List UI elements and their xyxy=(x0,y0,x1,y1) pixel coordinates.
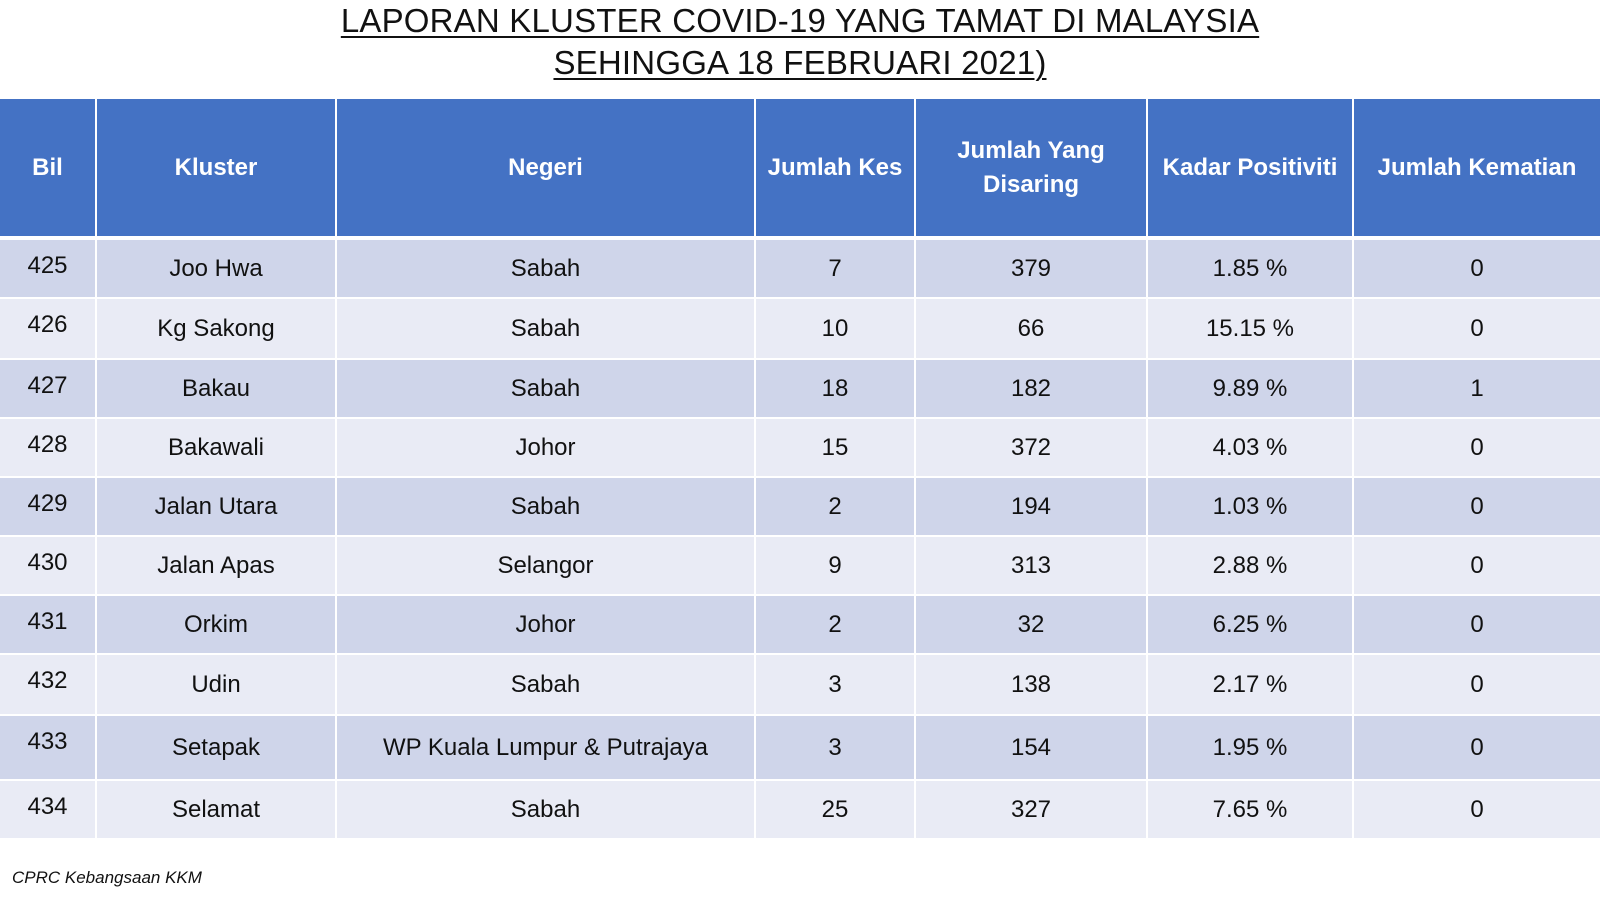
header-bil: Bil xyxy=(0,99,97,240)
cell-bil: 425 xyxy=(0,240,97,299)
cell-jumlah-kematian: 0 xyxy=(1354,537,1600,596)
cell-negeri: Sabah xyxy=(337,781,756,840)
cell-bil: 428 xyxy=(0,419,97,478)
table-row: 425 Joo Hwa Sabah 7 379 1.85 % 0 xyxy=(0,240,1600,299)
cell-bil: 433 xyxy=(0,716,97,781)
cell-kadar-positiviti: 15.15 % xyxy=(1148,299,1354,360)
cell-bil: 430 xyxy=(0,537,97,596)
report-title: LAPORAN KLUSTER COVID-19 YANG TAMAT DI M… xyxy=(0,0,1600,84)
cell-bil: 427 xyxy=(0,360,97,419)
cell-jumlah-kematian: 0 xyxy=(1354,240,1600,299)
cell-jumlah-disaring: 379 xyxy=(916,240,1148,299)
cell-negeri: Selangor xyxy=(337,537,756,596)
cell-jumlah-kematian: 1 xyxy=(1354,360,1600,419)
cell-kluster: Setapak xyxy=(97,716,337,781)
cell-kadar-positiviti: 4.03 % xyxy=(1148,419,1354,478)
cell-kluster: Joo Hwa xyxy=(97,240,337,299)
cell-jumlah-kes: 2 xyxy=(756,596,916,655)
table-body: 425 Joo Hwa Sabah 7 379 1.85 % 0 426 Kg Sakong Sa… xyxy=(0,240,1600,840)
cell-kluster: Orkim xyxy=(97,596,337,655)
table-header-row: Bil Kluster Negeri Jumlah Kes Jumlah Yan… xyxy=(0,99,1600,240)
table-row: 428 Bakawali Johor 15 372 4.03 % 0 xyxy=(0,419,1600,478)
cell-jumlah-disaring: 32 xyxy=(916,596,1148,655)
cell-jumlah-kes: 9 xyxy=(756,537,916,596)
cell-jumlah-disaring: 154 xyxy=(916,716,1148,781)
cell-jumlah-disaring: 372 xyxy=(916,419,1148,478)
title-line-1: LAPORAN KLUSTER COVID-19 YANG TAMAT DI M… xyxy=(340,2,1260,39)
title-line-2: SEHINGGA 18 FEBRUARI 2021) xyxy=(553,44,1047,81)
cell-jumlah-disaring: 66 xyxy=(916,299,1148,360)
cell-kadar-positiviti: 1.03 % xyxy=(1148,478,1354,537)
cell-kluster: Jalan Apas xyxy=(97,537,337,596)
cell-negeri: Sabah xyxy=(337,360,756,419)
cell-kadar-positiviti: 1.95 % xyxy=(1148,716,1354,781)
table-row: 426 Kg Sakong Sabah 10 66 15.15 % 0 xyxy=(0,299,1600,360)
cell-jumlah-kes: 2 xyxy=(756,478,916,537)
header-jumlah-kematian: Jumlah Kematian xyxy=(1354,99,1600,240)
cell-kadar-positiviti: 2.88 % xyxy=(1148,537,1354,596)
cell-jumlah-disaring: 182 xyxy=(916,360,1148,419)
cell-jumlah-kes: 3 xyxy=(756,716,916,781)
cell-kadar-positiviti: 6.25 % xyxy=(1148,596,1354,655)
header-kadar-positiviti: Kadar Positiviti xyxy=(1148,99,1354,240)
source-footer: CPRC Kebangsaan KKM xyxy=(12,868,202,887)
cell-kluster: Udin xyxy=(97,655,337,716)
table-row: 430 Jalan Apas Selangor 9 313 2.88 % 0 xyxy=(0,537,1600,596)
cell-negeri: WP Kuala Lumpur & Putrajaya xyxy=(337,716,756,781)
cluster-table: Bil Kluster Negeri Jumlah Kes Jumlah Yan… xyxy=(0,99,1600,840)
cell-jumlah-kes: 7 xyxy=(756,240,916,299)
cell-jumlah-kes: 10 xyxy=(756,299,916,360)
cell-kluster: Jalan Utara xyxy=(97,478,337,537)
table-row: 427 Bakau Sabah 18 182 9.89 % 1 xyxy=(0,360,1600,419)
cell-jumlah-kes: 18 xyxy=(756,360,916,419)
cell-negeri: Sabah xyxy=(337,299,756,360)
cell-bil: 432 xyxy=(0,655,97,716)
table-row: 431 Orkim Johor 2 32 6.25 % 0 xyxy=(0,596,1600,655)
table-row: 432 Udin Sabah 3 138 2.17 % 0 xyxy=(0,655,1600,716)
table-row: 429 Jalan Utara Sabah 2 194 1.03 % 0 xyxy=(0,478,1600,537)
cell-kluster: Kg Sakong xyxy=(97,299,337,360)
header-kluster: Kluster xyxy=(97,99,337,240)
cell-bil: 434 xyxy=(0,781,97,840)
cell-negeri: Sabah xyxy=(337,655,756,716)
cell-jumlah-kematian: 0 xyxy=(1354,299,1600,360)
header-negeri: Negeri xyxy=(337,99,756,240)
cell-jumlah-kematian: 0 xyxy=(1354,655,1600,716)
cell-jumlah-kes: 15 xyxy=(756,419,916,478)
cell-jumlah-disaring: 138 xyxy=(916,655,1148,716)
cell-jumlah-disaring: 313 xyxy=(916,537,1148,596)
cell-jumlah-kematian: 0 xyxy=(1354,781,1600,840)
cell-jumlah-disaring: 327 xyxy=(916,781,1148,840)
cell-bil: 431 xyxy=(0,596,97,655)
cell-kadar-positiviti: 7.65 % xyxy=(1148,781,1354,840)
cell-bil: 426 xyxy=(0,299,97,360)
cell-negeri: Sabah xyxy=(337,240,756,299)
cell-bil: 429 xyxy=(0,478,97,537)
cell-jumlah-disaring: 194 xyxy=(916,478,1148,537)
cell-negeri: Johor xyxy=(337,596,756,655)
cell-negeri: Johor xyxy=(337,419,756,478)
cell-jumlah-kes: 25 xyxy=(756,781,916,840)
table-row: 434 Selamat Sabah 25 327 7.65 % 0 xyxy=(0,781,1600,840)
cell-kadar-positiviti: 2.17 % xyxy=(1148,655,1354,716)
cell-jumlah-kes: 3 xyxy=(756,655,916,716)
cell-kadar-positiviti: 1.85 % xyxy=(1148,240,1354,299)
cell-jumlah-kematian: 0 xyxy=(1354,716,1600,781)
cell-kadar-positiviti: 9.89 % xyxy=(1148,360,1354,419)
cell-jumlah-kematian: 0 xyxy=(1354,596,1600,655)
cell-kluster: Selamat xyxy=(97,781,337,840)
cell-kluster: Bakau xyxy=(97,360,337,419)
cell-jumlah-kematian: 0 xyxy=(1354,419,1600,478)
cell-kluster: Bakawali xyxy=(97,419,337,478)
cell-jumlah-kematian: 0 xyxy=(1354,478,1600,537)
table-row: 433 Setapak WP Kuala Lumpur & Putrajaya 3 15… xyxy=(0,716,1600,781)
header-jumlah-disaring: Jumlah Yang Disaring xyxy=(916,99,1148,240)
cell-negeri: Sabah xyxy=(337,478,756,537)
header-jumlah-kes: Jumlah Kes xyxy=(756,99,916,240)
